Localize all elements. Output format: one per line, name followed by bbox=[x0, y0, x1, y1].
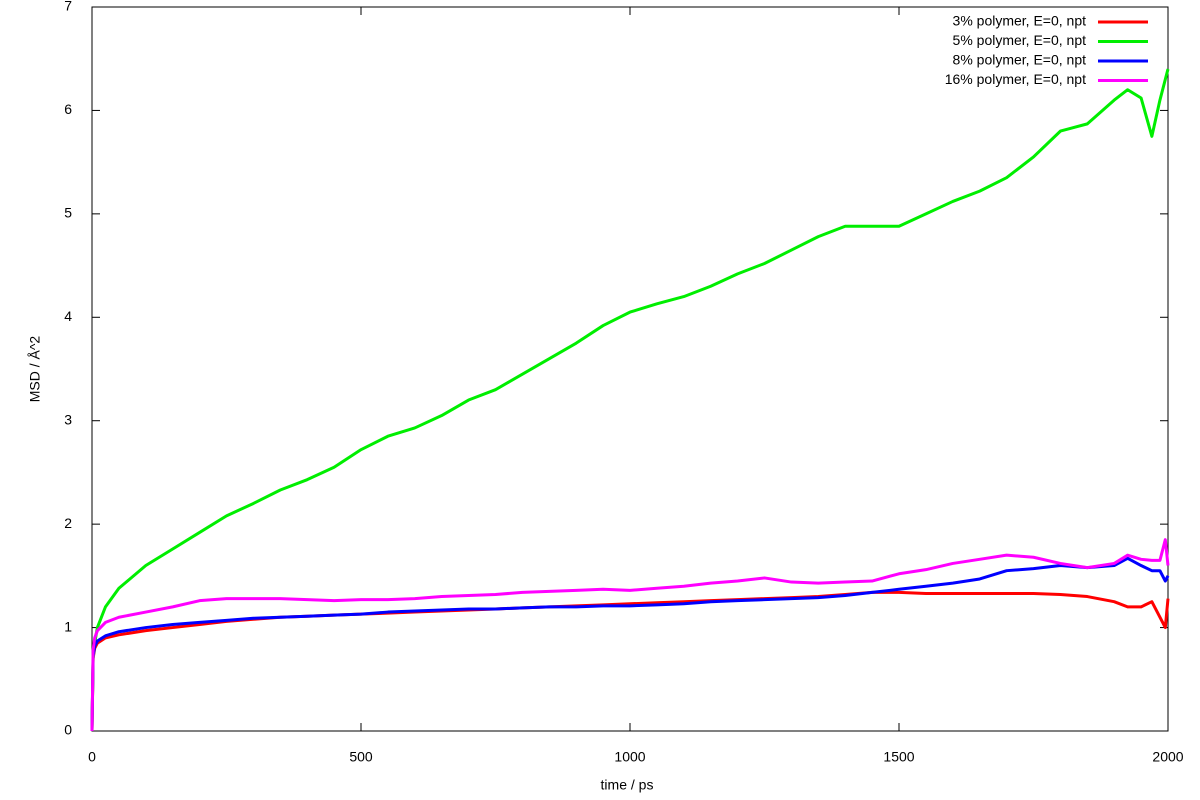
y-tick-label: 4 bbox=[64, 308, 72, 324]
legend-label: 5% polymer, E=0, npt bbox=[953, 32, 1087, 48]
y-tick-label: 2 bbox=[64, 515, 72, 531]
x-tick-label: 2000 bbox=[1152, 749, 1183, 765]
y-tick-label: 6 bbox=[64, 101, 72, 117]
x-tick-label: 0 bbox=[88, 749, 96, 765]
series-line bbox=[90, 556, 1170, 732]
x-tick-label: 500 bbox=[349, 749, 373, 765]
plot-frame bbox=[91, 6, 1169, 732]
legend-label: 3% polymer, E=0, npt bbox=[953, 13, 1087, 29]
y-tick-label: 0 bbox=[64, 722, 72, 738]
y-tick-label: 5 bbox=[64, 205, 72, 221]
series-line bbox=[90, 590, 1170, 732]
y-tick-label: 7 bbox=[64, 0, 72, 14]
series-line bbox=[90, 68, 1170, 732]
series-line bbox=[90, 538, 1170, 732]
legend-label: 16% polymer, E=0, npt bbox=[945, 71, 1086, 87]
x-tick-label: 1000 bbox=[614, 749, 645, 765]
x-tick-label: 1500 bbox=[883, 749, 914, 765]
y-axis-label: MSD / Å^2 bbox=[27, 336, 43, 403]
y-tick-label: 1 bbox=[64, 618, 72, 634]
x-axis-label: time / ps bbox=[601, 777, 654, 793]
y-tick-label: 3 bbox=[64, 411, 72, 427]
legend-label: 8% polymer, E=0, npt bbox=[953, 52, 1087, 68]
